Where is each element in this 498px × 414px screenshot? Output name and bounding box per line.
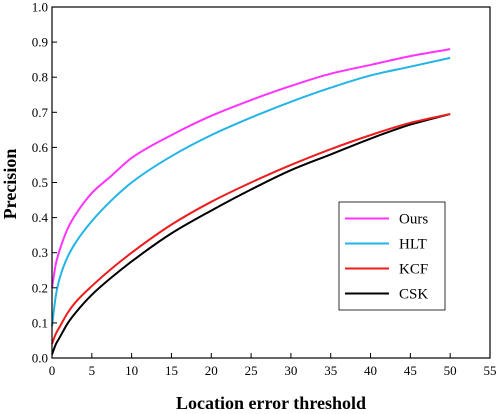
- y-tick-label: 0.7: [32, 105, 49, 120]
- x-axis-title: Location error threshold: [176, 393, 366, 413]
- series-line-csk: [51, 113, 451, 355]
- y-axis-title: Precision: [0, 149, 20, 220]
- x-tick-label: 15: [165, 363, 178, 378]
- y-tick-label: 0.3: [32, 245, 48, 260]
- y-tick-label: 0.5: [32, 175, 48, 190]
- legend-label-ours: Ours: [399, 212, 428, 228]
- legend-label-kcf: KCF: [399, 262, 428, 278]
- legend-label-hlt: HLT: [399, 237, 427, 253]
- x-tick-label: 5: [89, 363, 96, 378]
- plot-lines: [51, 48, 451, 355]
- x-axis-ticks: 0 5 10 15 20 25 30 35 40 45 50 55: [49, 353, 497, 378]
- y-tick-label: 1.0: [32, 0, 48, 15]
- x-tick-label: 30: [284, 363, 297, 378]
- x-tick-label: 0: [49, 363, 56, 378]
- y-tick-label: 0.0: [32, 351, 48, 366]
- x-tick-label: 40: [364, 363, 377, 378]
- x-tick-label: 50: [444, 363, 457, 378]
- y-tick-label: 0.4: [32, 210, 49, 225]
- series-line-hlt: [51, 56, 451, 327]
- series-line-ours: [51, 48, 451, 288]
- legend: Ours HLT KCF CSK: [338, 201, 446, 311]
- x-tick-label: 20: [205, 363, 218, 378]
- x-tick-label: 45: [404, 363, 417, 378]
- y-tick-label: 0.2: [32, 280, 48, 295]
- x-tick-label: 35: [324, 363, 337, 378]
- y-tick-label: 0.9: [32, 35, 48, 50]
- series-line-kcf: [51, 113, 451, 345]
- y-tick-label: 0.1: [32, 315, 48, 330]
- legend-label-csk: CSK: [399, 287, 428, 303]
- x-tick-label: 25: [245, 363, 258, 378]
- y-tick-label: 0.6: [32, 140, 49, 155]
- x-tick-label: 55: [484, 363, 497, 378]
- y-tick-label: 0.8: [32, 70, 48, 85]
- x-tick-label: 10: [125, 363, 138, 378]
- legend-box: [338, 201, 446, 311]
- y-axis-ticks: 0.0 0.1 0.2 0.3 0.4 0.5 0.6 0.7 0.8 0.9 1.0: [32, 0, 57, 366]
